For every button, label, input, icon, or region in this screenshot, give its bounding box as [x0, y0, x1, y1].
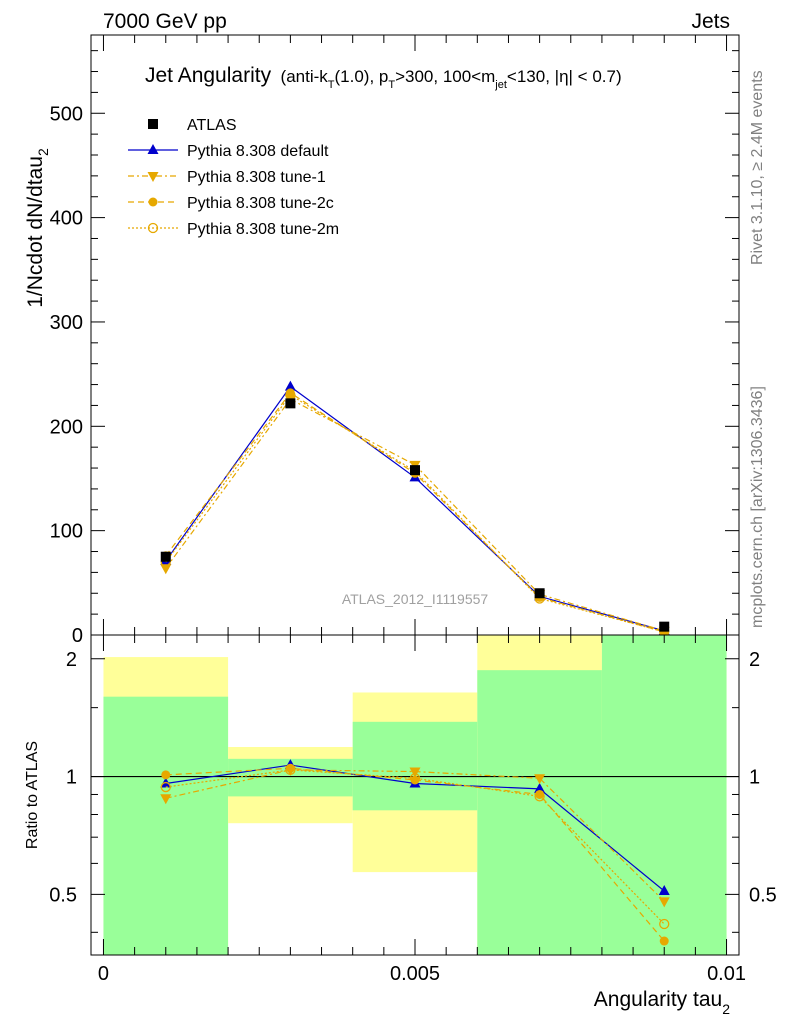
ratio-y-label: Ratio to ATLAS [24, 741, 41, 849]
watermark: ATLAS_2012_I1119557 [342, 591, 489, 607]
ratio-green-band [103, 696, 229, 955]
x-axis-label: Angularity tau2 [594, 988, 730, 1017]
side-bottom-text: mcplots.cern.ch [arXiv:1306.3436] [749, 386, 766, 628]
legend-label: ATLAS [187, 117, 237, 134]
ratio-pythia-8-308-tune-1-point [658, 897, 670, 908]
ratio-pythia-8-308-tune-2m-point [534, 791, 545, 802]
chart-title-s3: jet [494, 79, 507, 91]
main-y-label-sub: 2 [35, 148, 51, 156]
chart-title-s1: T [328, 79, 335, 91]
ratio-series [160, 759, 670, 946]
main-frame [90, 34, 740, 636]
chart-title-p3: >300, 100<m [395, 67, 495, 86]
legend-marker [147, 172, 159, 182]
ratio-pythia-8-308-tune-2c-point [161, 770, 171, 780]
ratio-green-band [477, 670, 602, 955]
x-tick-label: 0 [98, 963, 109, 985]
main-atlas-point [285, 398, 296, 409]
ratio-pythia-8-308-tune-2m-point [659, 918, 670, 930]
main-atlas-point [160, 551, 171, 562]
ratio-green-band [352, 721, 478, 811]
ratio-pythia-8-308-default-point [534, 782, 546, 793]
ratio-y-tick-label-right: 1 [749, 767, 760, 789]
header-left: 7000 GeV pp [103, 10, 227, 33]
ratio-pythia-8-308-tune-1-point [534, 774, 546, 785]
main-atlas-point [410, 465, 420, 476]
legend-label: Pythia 8.308 default [187, 143, 329, 160]
main-pythia-8-308-tune-2c-point [285, 388, 295, 398]
ratio-pythia-8-308-tune-2m-point [285, 764, 296, 776]
chart-title-p2: (1.0), p [335, 67, 389, 86]
main-y-ticks: 0 100 200 300 400 500 [50, 35, 739, 647]
main-series [160, 380, 670, 638]
ratio-pythia-8-308-tune-2c-point [659, 936, 669, 946]
legend-label: Pythia 8.308 tune-2c [187, 195, 334, 212]
main-y-label: 1/Ncdot dN/dtau2 [24, 148, 51, 308]
ratio-bands [91, 635, 739, 955]
main-y-tick-label: 400 [50, 208, 83, 230]
main-y-tick-label: 200 [50, 416, 83, 438]
ratio-pythia-8-308-tune-1-point [160, 794, 172, 805]
ratio-y-tick-label: 1 [66, 767, 77, 789]
main-atlas-point [659, 621, 670, 632]
side-top-text: Rivet 3.1.10, ≥ 2.4M events [749, 70, 766, 265]
main-y-tick-label: 0 [72, 625, 83, 647]
legend-label: Pythia 8.308 tune-2m [187, 221, 339, 238]
main-y-tick-label: 300 [50, 312, 83, 334]
chart-title-p1: (anti-k [281, 67, 329, 86]
chart-title-p4: <130, |η| < 0.7) [507, 67, 622, 86]
main-y-tick-label: 500 [50, 103, 83, 125]
ratio-panel: 0.5 0.5 1 1 2 2 0 0.005 0.01 [49, 634, 777, 985]
ratio-pythia-8-308-tune-1-point [409, 767, 421, 778]
main-atlas-point [534, 588, 545, 599]
legend-marker [148, 197, 158, 207]
ratio-y-tick-label: 0.5 [49, 884, 77, 906]
main-panel: 0 100 200 300 400 500 ATLAS_2012_I1119557 [50, 34, 740, 647]
legend-label: Pythia 8.308 tune-1 [187, 169, 326, 186]
legend-marker [148, 119, 158, 129]
main-pythia-8-308-tune-1-point [160, 564, 172, 575]
ratio-pythia-8-308-tune-2c-line [165, 767, 665, 942]
legend-marker [147, 222, 159, 234]
chart-title: Jet Angularity (anti-kT(1.0), pT>300, 10… [145, 64, 622, 91]
main-pythia-8-308-default-point [284, 380, 296, 391]
ratio-ticks: 0.5 0.5 1 1 2 2 0 0.005 0.01 [49, 635, 777, 985]
chart-title-main: Jet Angularity [145, 64, 272, 87]
header-right: Jets [691, 10, 730, 33]
ratio-y-tick-label-right: 2 [749, 649, 760, 671]
ratio-pythia-8-308-tune-2m-point [409, 773, 421, 784]
x-axis-label-sub: 2 [722, 1001, 730, 1017]
main-y-tick-label: 100 [50, 521, 83, 543]
ratio-y-tick-label: 2 [66, 649, 77, 671]
legend-marker [147, 144, 159, 154]
x-tick-label: 0.01 [707, 963, 746, 985]
ratio-y-tick-label-right: 0.5 [749, 884, 777, 906]
ratio-pythia-8-308-default-point [658, 885, 670, 896]
x-axis-label-main: Angularity tau [594, 988, 722, 1011]
ratio-pythia-8-308-tune-2m-point [160, 781, 171, 793]
x-tick-label: 0.005 [390, 963, 440, 985]
legend: ATLAS Pythia 8.308 default Pythia 8.308 tu… [128, 117, 339, 238]
main-y-label-main: 1/Ncdot dN/dtau [24, 156, 47, 308]
ratio-pythia-8-308-tune-2m-line [165, 769, 665, 925]
chart-title-s2: T [388, 79, 395, 91]
